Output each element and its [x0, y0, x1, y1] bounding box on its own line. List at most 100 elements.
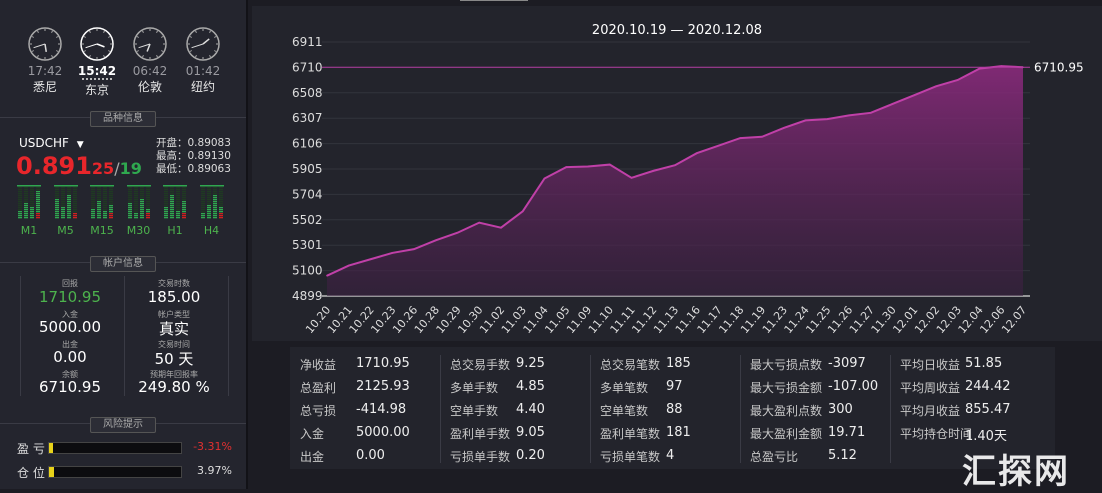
- price-ask-digits: 19: [119, 159, 142, 178]
- stat-value: 855.47: [965, 402, 1011, 417]
- account-value-return: 1710.95: [38, 288, 102, 306]
- account-value: 185.00: [147, 288, 201, 306]
- divider: [590, 355, 591, 463]
- data-point: [478, 221, 481, 224]
- stat-value: 9.05: [516, 425, 545, 440]
- stat-value: 300: [828, 402, 853, 417]
- data-point: [695, 152, 698, 155]
- data-point: [652, 170, 655, 172]
- clock-time: 15:42: [77, 64, 117, 78]
- stat-label: 亏损单笔数: [600, 450, 661, 464]
- stat-label: 平均月收益: [900, 404, 961, 418]
- account-label: 出金: [62, 340, 78, 349]
- stat-label: 最大亏损点数: [750, 358, 823, 372]
- data-point: [913, 94, 916, 96]
- equity-chart-panel: 2020.10.19 — 2020.12.08 6911 6710 6508 6307…: [252, 6, 1102, 341]
- clock-face-icon: [28, 27, 62, 61]
- stat-value: -107.00: [828, 379, 879, 394]
- y-tick-label: 5704: [292, 187, 323, 201]
- stat-label: 总盈亏比: [750, 450, 799, 464]
- chevron-down-icon: ▼: [76, 140, 84, 150]
- price-bid-digits: 25: [91, 159, 115, 178]
- timeframe-meter-m5[interactable]: M5: [53, 185, 78, 237]
- timeframe-meter-h4[interactable]: H4: [199, 185, 224, 237]
- last-value-label: 6710.95: [1034, 60, 1084, 74]
- stat-label: 总交易手数: [450, 358, 511, 372]
- data-point: [739, 137, 742, 139]
- account-value: 50 天: [154, 350, 194, 368]
- timeframe-label: M30: [126, 224, 151, 237]
- data-point: [848, 114, 850, 117]
- clock-time: 06:42: [132, 64, 168, 78]
- stat-label: 入金: [300, 427, 325, 441]
- clock-city: 伦敦: [137, 80, 162, 94]
- data-point: [804, 119, 807, 122]
- stat-label: 平均日收益: [900, 358, 961, 372]
- account-value: 249.80 %: [138, 378, 210, 396]
- stat-value: 0.20: [516, 448, 545, 463]
- divider: [124, 276, 125, 396]
- divider: [20, 276, 21, 396]
- data-point: [413, 248, 415, 250]
- stat-label: 总交易笔数: [600, 358, 661, 372]
- risk-bar-position: [48, 466, 182, 478]
- divider: [740, 355, 741, 463]
- section-title-account: 帐户信息: [90, 256, 156, 272]
- divider: [440, 355, 441, 463]
- account-label: 回报: [62, 279, 78, 288]
- y-tick-label: 5301: [292, 238, 323, 252]
- stat-value: -414.98: [356, 402, 407, 417]
- data-point: [565, 166, 568, 168]
- timeframe-meter-h1[interactable]: H1: [163, 185, 187, 237]
- top-tab-indicator: [460, 0, 528, 1]
- timeframe-label: M5: [57, 224, 74, 237]
- account-label: 入金: [62, 310, 78, 319]
- clock-time: 01:42: [185, 64, 221, 78]
- data-point: [500, 226, 502, 229]
- signal-bars-icon: [17, 185, 41, 219]
- symbol-selector[interactable]: USDCHF ▼: [19, 136, 84, 150]
- account-label: 帐户类型: [158, 310, 190, 319]
- data-point: [630, 177, 633, 179]
- x-tick-label: 12.07: [999, 304, 1029, 336]
- account-value: 5000.00: [38, 318, 102, 336]
- high-price: 最高：0.89130: [156, 150, 231, 162]
- stat-value: -3097: [828, 356, 866, 371]
- clock-sydney[interactable]: 17:42 悉尼: [25, 26, 65, 95]
- stat-label: 总盈利: [300, 381, 337, 395]
- stat-value: 51.85: [965, 356, 1003, 371]
- stat-value: 185: [666, 356, 691, 371]
- equity-area: [327, 66, 1023, 296]
- signal-bars-icon: [163, 185, 187, 219]
- price-main: 0.891: [16, 152, 92, 180]
- clock-tokyo[interactable]: 15:42 东京: [77, 26, 117, 98]
- risk-value-pnl: -3.31%: [193, 440, 232, 453]
- timeframe-meter-m30[interactable]: M30: [126, 185, 151, 237]
- timeframe-label: M15: [90, 224, 114, 237]
- risk-value-position: 3.97%: [197, 464, 232, 477]
- selected-underline: [82, 78, 112, 83]
- timeframe-label: H4: [203, 224, 220, 237]
- account-value: 6710.95: [38, 378, 102, 396]
- risk-fill: [49, 467, 54, 477]
- y-tick-label: 6710: [292, 60, 323, 74]
- price-display: 0.89125/19: [16, 152, 142, 180]
- data-point: [391, 252, 394, 254]
- data-point: [782, 127, 785, 129]
- stat-label: 最大亏损金额: [750, 381, 823, 395]
- clock-newyork[interactable]: 01:42 纽约: [183, 26, 223, 95]
- timeframe-meter-m15[interactable]: M15: [90, 185, 114, 237]
- stat-label: 空单笔数: [600, 404, 649, 418]
- risk-bar-pnl: [48, 442, 182, 454]
- risk-label-pnl: 盈 亏: [17, 442, 45, 456]
- symbol-name: USDCHF: [19, 136, 69, 150]
- timeframe-meter-m1[interactable]: M1: [17, 185, 41, 237]
- risk-label-position: 仓 位: [17, 466, 45, 480]
- clock-city: 悉尼: [32, 80, 57, 94]
- equity-curve-chart: 6911 6710 6508 6307 6106 5905 5704 5502 5301 5100…: [292, 35, 1084, 336]
- stat-value: 19.71: [828, 425, 866, 440]
- data-point: [956, 79, 959, 81]
- y-tick-label: 6307: [292, 111, 323, 125]
- stat-value: 4: [666, 448, 675, 463]
- clock-london[interactable]: 06:42 伦敦: [130, 26, 170, 95]
